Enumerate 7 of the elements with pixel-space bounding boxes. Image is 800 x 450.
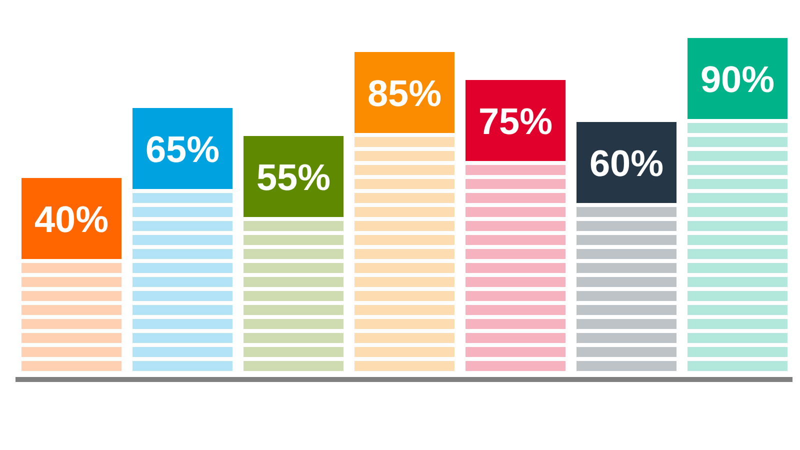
data-label: 90% xyxy=(700,58,775,100)
data-label: 55% xyxy=(256,156,331,198)
data-label: 85% xyxy=(367,72,442,114)
data-label: 60% xyxy=(589,142,664,184)
data-label: 40% xyxy=(34,198,109,240)
data-label: 75% xyxy=(478,100,553,142)
data-label: 65% xyxy=(145,128,220,170)
